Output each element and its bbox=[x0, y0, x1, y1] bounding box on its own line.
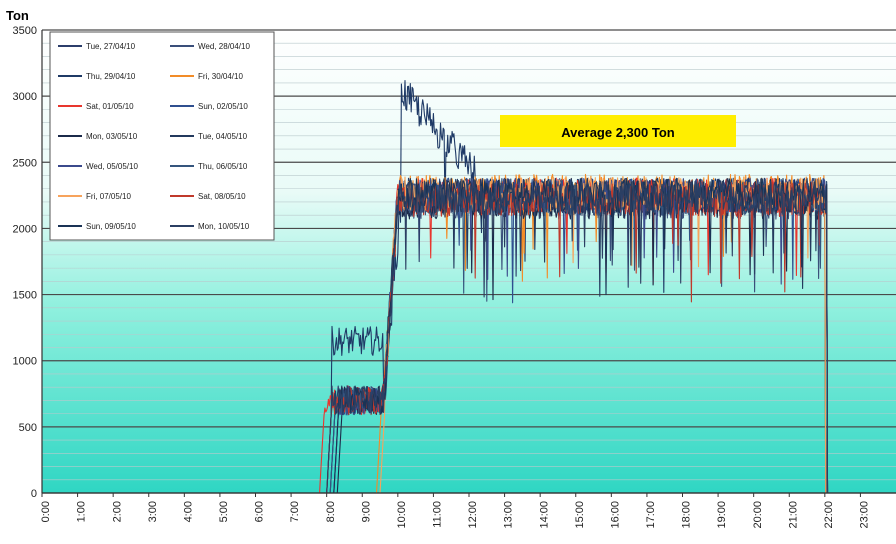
x-tick-label: 5:00 bbox=[218, 501, 230, 522]
legend-label: Thu, 06/05/10 bbox=[198, 162, 248, 171]
x-tick-labels: 0:00 1:00 2:00 3:00 4:00 5:00 6:00 7:00 8:00 9:00… bbox=[40, 493, 871, 529]
x-tick-label: 11:00 bbox=[432, 501, 444, 528]
x-tick-label: 6:00 bbox=[254, 501, 266, 522]
legend-label: Fri, 30/04/10 bbox=[198, 72, 243, 81]
x-tick-label: 13:00 bbox=[503, 501, 515, 529]
legend-label: Sat, 01/05/10 bbox=[86, 102, 134, 111]
average-annotation: Average 2,300 Ton bbox=[500, 115, 736, 147]
x-tick-label: 23:00 bbox=[859, 501, 871, 529]
y-axis-label: Ton bbox=[6, 8, 29, 23]
legend-label: Sun, 09/05/10 bbox=[86, 222, 136, 231]
x-tick-label: 1:00 bbox=[76, 501, 88, 522]
minor-gridlines bbox=[42, 42, 896, 481]
x-tick-label: 7:00 bbox=[289, 501, 301, 522]
y-tick-label: 500 bbox=[19, 422, 37, 434]
x-tick-label: 10:00 bbox=[396, 501, 408, 529]
legend-label: Wed, 28/04/10 bbox=[198, 42, 250, 51]
legend-label: Sun, 02/05/10 bbox=[198, 102, 248, 111]
x-tick-label: 9:00 bbox=[360, 501, 372, 522]
legend-label: Thu, 29/04/10 bbox=[86, 72, 136, 81]
x-tick-label: 8:00 bbox=[325, 501, 337, 522]
y-tick-label: 1000 bbox=[13, 356, 37, 368]
legend-label: Tue, 27/04/10 bbox=[86, 42, 136, 51]
x-tick-label: 17:00 bbox=[645, 501, 657, 529]
x-tick-label: 2:00 bbox=[111, 501, 123, 522]
x-tick-label: 0:00 bbox=[40, 501, 52, 522]
x-tick-label: 21:00 bbox=[787, 501, 799, 529]
y-tick-label: 2000 bbox=[13, 223, 37, 235]
legend-label: Mon, 03/05/10 bbox=[86, 132, 138, 141]
legend-label: Fri, 07/05/10 bbox=[86, 192, 131, 201]
series-layer bbox=[316, 80, 829, 493]
x-tick-label: 20:00 bbox=[752, 501, 764, 529]
x-tick-label: 14:00 bbox=[538, 501, 550, 529]
legend-box bbox=[49, 31, 275, 241]
x-tick-label: 15:00 bbox=[574, 501, 586, 529]
legend-label: Mon, 10/05/10 bbox=[198, 222, 250, 231]
annotation-text: Average 2,300 Ton bbox=[561, 125, 674, 140]
y-tick-label: 0 bbox=[31, 488, 37, 500]
x-tick-label: 16:00 bbox=[609, 501, 621, 529]
legend-label: Sat, 08/05/10 bbox=[198, 192, 246, 201]
y-tick-label: 3000 bbox=[13, 91, 37, 103]
x-tick-label: 4:00 bbox=[182, 501, 194, 522]
x-tick-label: 18:00 bbox=[681, 501, 693, 529]
x-tick-label: 19:00 bbox=[716, 501, 728, 529]
x-tick-label: 22:00 bbox=[823, 501, 835, 529]
y-tick-label: 2500 bbox=[13, 157, 37, 169]
legend: Tue, 27/04/10 Wed, 28/04/10 Thu, 29/04/10 F… bbox=[49, 31, 275, 241]
legend-label: Wed, 05/05/10 bbox=[86, 162, 138, 171]
legend-label: Tue, 04/05/10 bbox=[198, 132, 248, 141]
series-line-14 bbox=[323, 180, 829, 493]
x-tick-label: 3:00 bbox=[147, 501, 159, 522]
y-tick-label: 3500 bbox=[13, 25, 37, 37]
y-tick-label: 1500 bbox=[13, 290, 37, 302]
x-tick-label: 12:00 bbox=[467, 501, 479, 529]
annotation-box bbox=[500, 115, 736, 147]
y-tick-labels: 0 500 1000 1500 2000 2500 3000 3500 bbox=[13, 25, 37, 500]
